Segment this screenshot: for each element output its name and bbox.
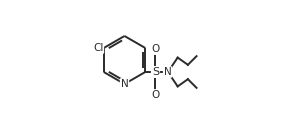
- Text: Cl: Cl: [93, 43, 103, 53]
- Text: N: N: [164, 67, 171, 77]
- Text: N: N: [121, 79, 128, 89]
- Text: S: S: [152, 67, 159, 77]
- Text: O: O: [151, 90, 159, 100]
- Text: O: O: [151, 44, 159, 54]
